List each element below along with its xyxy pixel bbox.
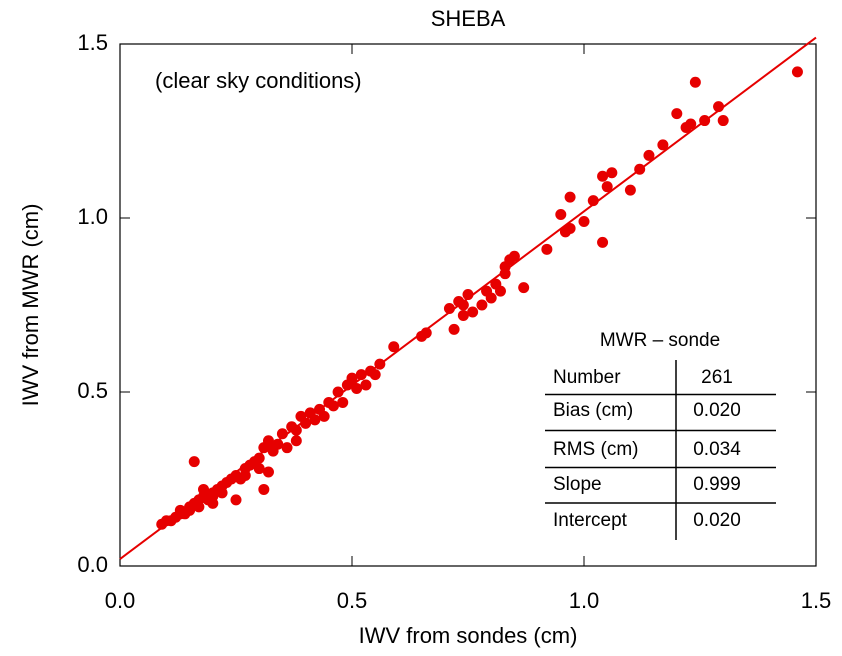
point: [198, 483, 210, 495]
point: [327, 400, 339, 412]
point: [290, 435, 302, 447]
point: [508, 250, 520, 262]
point: [253, 452, 265, 464]
point: [443, 302, 455, 314]
point: [360, 379, 372, 391]
point: [462, 289, 474, 301]
point: [230, 494, 242, 506]
point: [606, 167, 618, 179]
point: [587, 195, 599, 207]
table-title: MWR – sonde: [600, 330, 720, 351]
point: [272, 438, 284, 450]
table-value: 0.034: [693, 439, 741, 460]
x-tick-label: 1.5: [801, 588, 832, 613]
point: [337, 396, 349, 408]
point: [332, 386, 344, 398]
point: [494, 285, 506, 297]
table-label: Intercept: [553, 510, 628, 531]
point: [318, 410, 330, 422]
point: [467, 306, 479, 318]
point: [717, 115, 729, 127]
x-axis-label: IWV from sondes (cm): [359, 623, 578, 648]
point: [657, 139, 669, 151]
point: [369, 369, 381, 381]
point: [309, 414, 321, 426]
point: [485, 292, 497, 304]
point: [564, 222, 576, 234]
point: [281, 442, 293, 454]
point: [448, 323, 460, 335]
chart-title: SHEBA: [431, 6, 506, 31]
point: [601, 181, 613, 193]
point: [388, 341, 400, 353]
table-value: 261: [701, 367, 733, 388]
point: [253, 463, 265, 475]
point: [597, 170, 609, 182]
x-tick-label: 0.5: [337, 588, 368, 613]
point: [499, 268, 511, 280]
point: [671, 108, 683, 120]
point: [791, 66, 803, 78]
x-tick-label: 1.0: [569, 588, 600, 613]
point: [262, 435, 274, 447]
point: [355, 369, 367, 381]
y-tick-label: 1.0: [77, 204, 108, 229]
point: [258, 483, 270, 495]
point: [374, 358, 386, 370]
y-axis-label: IWV from MWR (cm): [18, 204, 43, 407]
point: [541, 243, 553, 255]
point: [276, 428, 288, 440]
point: [699, 115, 711, 127]
y-tick-label: 0.5: [77, 378, 108, 403]
table-value: 0.020: [693, 400, 741, 421]
point: [634, 163, 646, 175]
point: [597, 236, 609, 248]
point: [207, 497, 219, 509]
table-value: 0.999: [693, 474, 741, 495]
point: [457, 309, 469, 321]
point: [351, 383, 363, 395]
point: [216, 487, 228, 499]
x-tick-label: 0.0: [105, 588, 136, 613]
point: [193, 501, 205, 513]
point: [346, 372, 358, 384]
y-tick-label: 1.5: [77, 30, 108, 55]
point: [713, 101, 725, 113]
point: [457, 299, 469, 311]
point: [290, 424, 302, 436]
point: [262, 466, 274, 478]
point: [476, 299, 488, 311]
table-label: RMS (cm): [553, 439, 638, 460]
y-tick-label: 0.0: [77, 552, 108, 577]
point: [518, 282, 530, 294]
point: [643, 149, 655, 161]
point: [420, 327, 432, 339]
table-label: Slope: [553, 474, 602, 495]
plot-frame: [119, 43, 817, 567]
point: [624, 184, 636, 196]
point: [578, 215, 590, 227]
point: [239, 470, 251, 482]
point: [564, 191, 576, 203]
point: [689, 76, 701, 88]
table-value: 0.020: [693, 510, 741, 531]
point: [300, 417, 312, 429]
table-label: Number: [553, 367, 621, 388]
point: [685, 118, 697, 130]
annotation: (clear sky conditions): [155, 68, 362, 93]
point: [188, 456, 200, 468]
point: [555, 209, 567, 221]
table-label: Bias (cm): [553, 400, 633, 421]
